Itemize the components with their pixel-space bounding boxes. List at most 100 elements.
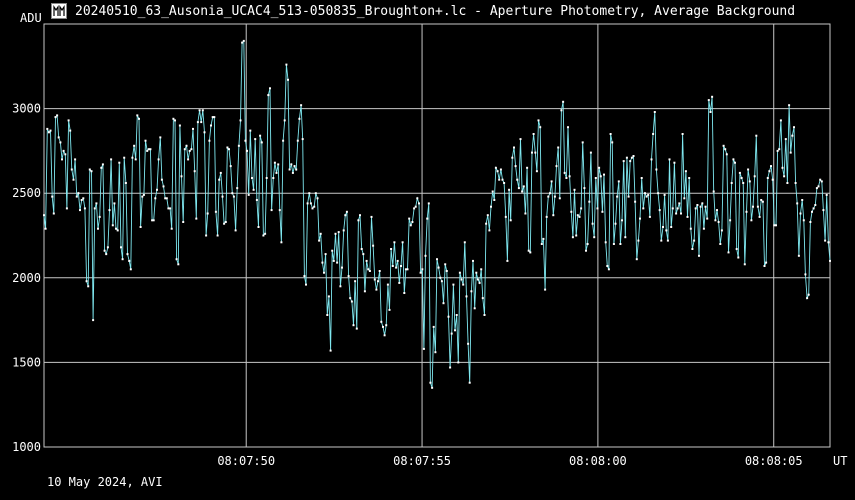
data-point	[594, 177, 597, 179]
data-point	[257, 226, 260, 228]
data-point	[111, 224, 114, 227]
data-point	[251, 177, 253, 179]
data-point	[570, 210, 573, 213]
y-tick-label: 1000	[12, 440, 41, 454]
data-point	[642, 207, 645, 210]
data-point	[727, 251, 730, 254]
y-tick-label: 2500	[12, 186, 41, 200]
data-point	[829, 259, 831, 262]
data-point	[758, 215, 761, 218]
data-point	[65, 207, 68, 210]
axis-tick-labels: 1000 1500 2000 2500 3000 08:07:50 08:07:55 08:0…	[12, 11, 847, 468]
data-point	[406, 268, 409, 271]
data-point	[138, 117, 140, 120]
data-point	[716, 209, 718, 212]
data-point	[535, 170, 538, 173]
data-point	[131, 156, 134, 159]
data-point	[400, 265, 402, 267]
data-point	[264, 232, 267, 235]
data-point	[72, 178, 75, 181]
data-point	[77, 192, 80, 195]
data-point	[747, 168, 750, 171]
data-point	[825, 193, 828, 196]
data-point	[378, 270, 381, 272]
data-point	[329, 349, 332, 352]
data-point	[617, 180, 620, 183]
data-point	[771, 178, 774, 181]
data-point	[336, 261, 339, 264]
data-point	[822, 209, 825, 212]
data-point	[110, 158, 113, 161]
data-point	[182, 221, 185, 223]
data-point	[262, 234, 265, 237]
data-point	[214, 210, 217, 213]
data-point	[431, 386, 434, 389]
data-point	[201, 109, 204, 112]
data-point	[773, 224, 776, 227]
data-point	[517, 187, 520, 190]
data-point	[365, 259, 368, 262]
data-point	[827, 241, 830, 244]
data-point	[660, 239, 663, 242]
data-point	[812, 207, 815, 210]
data-point	[680, 212, 682, 215]
data-point	[720, 229, 723, 232]
data-point	[349, 297, 352, 300]
data-point	[403, 292, 406, 294]
data-point	[814, 204, 817, 206]
data-point	[380, 320, 383, 323]
data-point	[57, 136, 60, 139]
data-point	[491, 190, 494, 193]
data-point	[409, 224, 412, 227]
data-point	[485, 222, 488, 225]
data-point	[763, 265, 766, 267]
data-point	[650, 158, 653, 161]
data-point	[806, 297, 809, 300]
data-point	[752, 205, 754, 208]
data-point	[418, 202, 420, 205]
data-point	[648, 215, 651, 218]
data-point	[670, 226, 673, 228]
data-point	[583, 187, 586, 190]
data-point	[90, 170, 93, 173]
app-icon-glyph	[51, 3, 67, 19]
data-point	[725, 153, 728, 156]
light-curve-app-icon[interactable]	[51, 3, 67, 19]
data-point	[722, 144, 725, 147]
data-point	[167, 207, 170, 210]
data-point	[83, 207, 86, 210]
data-point	[761, 200, 764, 203]
data-point	[588, 200, 591, 203]
data-point	[531, 151, 533, 154]
data-point	[553, 195, 556, 198]
data-point	[255, 199, 258, 201]
data-point	[447, 315, 450, 318]
data-point	[629, 160, 632, 163]
data-point	[382, 325, 384, 328]
data-point	[619, 243, 622, 245]
data-point	[544, 288, 547, 291]
data-point	[92, 319, 95, 322]
data-point	[585, 249, 587, 252]
data-point	[339, 285, 342, 288]
data-point	[152, 219, 155, 222]
data-point	[169, 207, 172, 210]
data-point	[804, 273, 807, 276]
data-point	[819, 178, 822, 181]
data-point	[604, 241, 607, 244]
data-point	[524, 212, 527, 215]
data-point	[337, 231, 340, 234]
data-point	[246, 149, 248, 152]
data-point	[162, 185, 165, 188]
data-point	[352, 324, 355, 327]
data-point	[622, 160, 625, 163]
data-point	[56, 114, 59, 117]
data-point	[239, 119, 242, 122]
data-point	[313, 205, 316, 208]
data-point	[49, 129, 52, 132]
data-point	[581, 141, 584, 144]
data-point	[165, 197, 168, 200]
data-point	[756, 205, 759, 208]
data-point	[712, 190, 715, 193]
data-point	[663, 193, 666, 196]
